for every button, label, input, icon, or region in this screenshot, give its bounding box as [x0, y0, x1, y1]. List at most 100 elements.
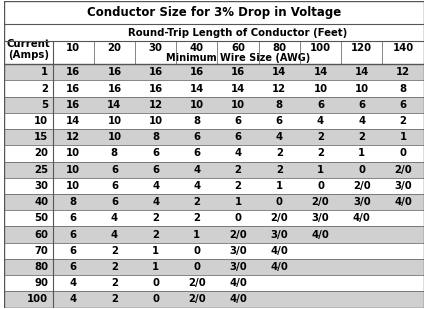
Text: 10: 10	[34, 116, 48, 126]
Text: 4: 4	[235, 148, 242, 159]
Text: 4/0: 4/0	[394, 197, 412, 207]
Text: 14: 14	[313, 67, 328, 77]
Text: 2: 2	[276, 165, 283, 175]
Text: 60: 60	[231, 43, 245, 53]
Text: 2: 2	[193, 197, 200, 207]
Text: 2/0: 2/0	[188, 278, 206, 288]
Text: 40: 40	[34, 197, 48, 207]
Text: 50: 50	[34, 213, 48, 223]
Text: 10: 10	[314, 83, 328, 94]
Text: 2: 2	[111, 246, 118, 256]
Text: 2/0: 2/0	[270, 213, 288, 223]
Bar	[4, 226, 424, 243]
Text: 6: 6	[70, 246, 76, 256]
Text: 0: 0	[317, 181, 324, 191]
Text: Current
(Amps): Current (Amps)	[6, 39, 50, 61]
Text: 2: 2	[193, 213, 200, 223]
Text: 4: 4	[193, 181, 201, 191]
Text: 4: 4	[276, 132, 283, 142]
Bar	[4, 162, 424, 178]
Text: 2: 2	[235, 165, 241, 175]
Text: 4: 4	[193, 165, 201, 175]
Text: 16: 16	[66, 83, 80, 94]
Text: 2: 2	[317, 132, 324, 142]
Text: 0: 0	[235, 213, 241, 223]
Text: 10: 10	[231, 100, 245, 110]
Text: 1: 1	[317, 165, 324, 175]
Bar	[4, 24, 424, 64]
Text: 8: 8	[152, 132, 159, 142]
Text: 8: 8	[400, 83, 407, 94]
Text: Minimum Wire Size (AWG): Minimum Wire Size (AWG)	[166, 53, 310, 63]
Text: 16: 16	[231, 67, 245, 77]
Text: 1: 1	[41, 67, 48, 77]
Text: 6: 6	[317, 100, 324, 110]
Text: 6: 6	[193, 148, 200, 159]
Text: 4: 4	[358, 116, 366, 126]
Text: 1: 1	[400, 132, 407, 142]
Text: 6: 6	[358, 100, 365, 110]
Text: 0: 0	[193, 246, 200, 256]
Text: 2/0: 2/0	[188, 294, 206, 304]
Bar	[4, 64, 424, 80]
Text: 4/0: 4/0	[229, 294, 247, 304]
Text: 14: 14	[354, 67, 369, 77]
Text: 8: 8	[276, 100, 283, 110]
Text: 80: 80	[272, 43, 286, 53]
Text: 10: 10	[66, 165, 80, 175]
Text: 10: 10	[108, 116, 122, 126]
Text: 100: 100	[310, 43, 331, 53]
Text: 0: 0	[358, 165, 365, 175]
Text: 10: 10	[108, 132, 122, 142]
Text: 10: 10	[66, 43, 80, 53]
Text: 4/0: 4/0	[270, 246, 288, 256]
Text: 12: 12	[66, 132, 80, 142]
Text: 16: 16	[66, 67, 80, 77]
Text: 4: 4	[152, 181, 159, 191]
Text: 10: 10	[190, 100, 204, 110]
Text: 16: 16	[149, 67, 163, 77]
Text: 20: 20	[34, 148, 48, 159]
Text: 0: 0	[276, 197, 283, 207]
Text: 1: 1	[152, 246, 159, 256]
Text: 3/0: 3/0	[270, 230, 288, 239]
Text: 15: 15	[34, 132, 48, 142]
Text: 2: 2	[358, 132, 365, 142]
Text: 16: 16	[108, 67, 122, 77]
Text: 16: 16	[108, 83, 122, 94]
Text: 4: 4	[111, 230, 118, 239]
Text: 6: 6	[400, 100, 406, 110]
Text: 2: 2	[235, 181, 241, 191]
Text: 25: 25	[34, 165, 48, 175]
Text: 16: 16	[149, 83, 163, 94]
Text: 140: 140	[392, 43, 414, 53]
Bar	[4, 259, 424, 275]
Text: 1: 1	[235, 197, 242, 207]
Text: 10: 10	[149, 116, 163, 126]
Text: 8: 8	[70, 197, 77, 207]
Text: 80: 80	[34, 262, 48, 272]
Text: 6: 6	[111, 197, 118, 207]
Text: 2/0: 2/0	[312, 197, 329, 207]
Bar	[4, 291, 424, 308]
Text: 100: 100	[27, 294, 48, 304]
Text: 2/0: 2/0	[353, 181, 371, 191]
Text: 6: 6	[70, 213, 76, 223]
Text: 6: 6	[152, 148, 159, 159]
Text: 2: 2	[111, 278, 118, 288]
Text: 10: 10	[355, 83, 369, 94]
Text: 2/0: 2/0	[394, 165, 412, 175]
Text: 4/0: 4/0	[270, 262, 288, 272]
Text: 1: 1	[358, 148, 366, 159]
Text: 3/0: 3/0	[229, 246, 247, 256]
Text: 40: 40	[190, 43, 204, 53]
Text: 10: 10	[66, 148, 80, 159]
Text: 30: 30	[149, 43, 163, 53]
Text: 4: 4	[152, 197, 159, 207]
Text: 2: 2	[152, 213, 159, 223]
Text: 14: 14	[190, 83, 204, 94]
Text: 4: 4	[317, 116, 324, 126]
Text: 4: 4	[111, 213, 118, 223]
Text: 2: 2	[276, 148, 283, 159]
Text: Conductor Size for 3% Drop in Voltage: Conductor Size for 3% Drop in Voltage	[87, 6, 341, 19]
